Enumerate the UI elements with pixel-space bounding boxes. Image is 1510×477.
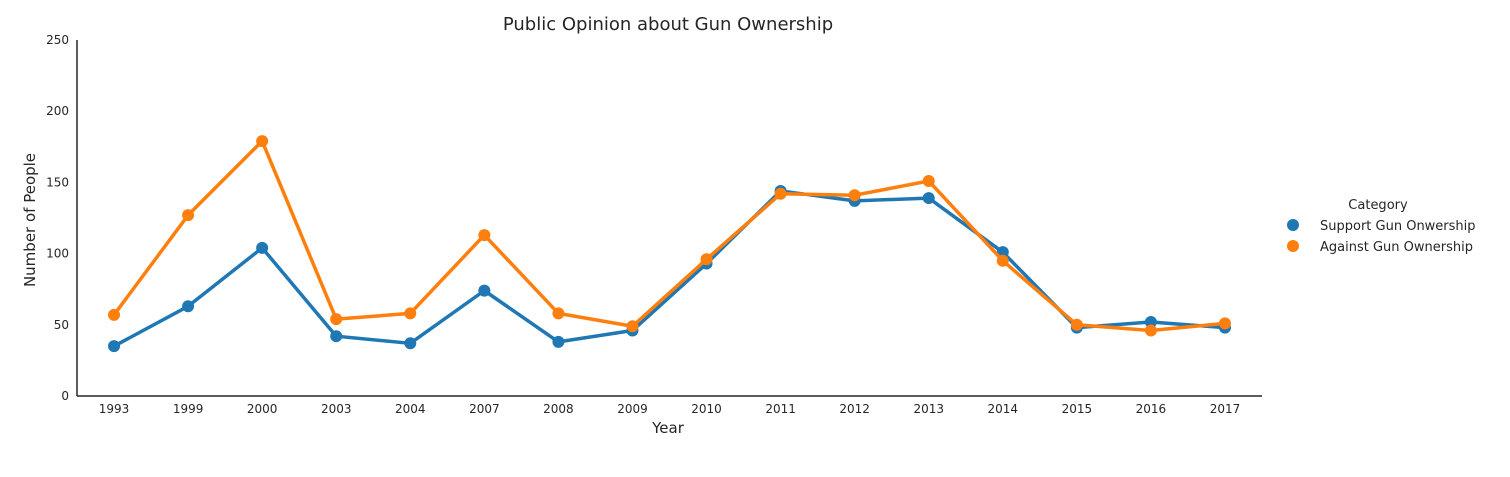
x-tick-label: 1993	[99, 402, 130, 416]
x-tick-label: 2010	[691, 402, 722, 416]
data-point	[848, 189, 861, 202]
data-point	[330, 313, 343, 326]
data-point	[922, 192, 935, 205]
legend: Category Support Gun Onwership Against Gu…	[1287, 198, 1476, 255]
data-point	[478, 284, 491, 297]
data-point	[478, 229, 491, 242]
y-axis-label: Number of People	[21, 153, 39, 287]
legend-marker	[1287, 219, 1299, 231]
x-tick-label: 2003	[321, 402, 352, 416]
y-tick-label: 200	[46, 104, 69, 118]
data-point	[1144, 324, 1157, 337]
chart-title: Public Opinion about Gun Ownership	[503, 14, 833, 35]
data-point	[182, 209, 195, 222]
x-tick-label: 2014	[988, 402, 1019, 416]
x-tick-label: 2016	[1136, 402, 1167, 416]
y-tick-label: 50	[54, 318, 69, 332]
x-tick-label: 2007	[469, 402, 500, 416]
x-axis-label: Year	[651, 419, 685, 437]
data-point	[1070, 318, 1083, 331]
x-tick-label: 2004	[395, 402, 426, 416]
y-tick-label: 100	[46, 247, 69, 261]
y-tick-label: 150	[46, 175, 69, 189]
data-point	[774, 187, 787, 200]
data-point	[182, 300, 195, 313]
data-point	[108, 340, 121, 353]
data-point	[330, 330, 343, 343]
x-tick-label: 2015	[1062, 402, 1093, 416]
data-point	[404, 337, 417, 350]
series-line	[113, 189, 1226, 348]
series-1	[108, 184, 1231, 353]
data-point	[552, 307, 565, 320]
data-point	[552, 335, 565, 348]
data-point	[256, 241, 269, 254]
data-point	[1144, 315, 1157, 328]
data-point	[626, 320, 639, 333]
legend-marker	[1287, 240, 1299, 252]
series-2	[108, 135, 1231, 337]
data-point	[108, 308, 121, 321]
data-point	[922, 174, 935, 187]
axes: 0 50 100 150 200 250 1993 1999 2000 2003 2004 2007 2…	[46, 33, 1262, 416]
data-point	[1218, 317, 1231, 330]
x-tick-label: 2017	[1210, 402, 1241, 416]
y-tick-label: 250	[46, 33, 69, 47]
data-point	[404, 307, 417, 320]
x-tick-label: 2008	[543, 402, 574, 416]
legend-label: Support Gun Onwership	[1320, 219, 1476, 234]
series-line	[112, 139, 1226, 333]
series-layer	[108, 135, 1231, 353]
x-tick-label: 2013	[913, 402, 944, 416]
x-tick-label: 1999	[173, 402, 204, 416]
x-tick-label: 2009	[617, 402, 648, 416]
x-tick-label: 2011	[765, 402, 796, 416]
x-tick-label: 2012	[839, 402, 870, 416]
legend-title: Category	[1348, 198, 1408, 213]
data-point	[256, 135, 269, 148]
data-point	[996, 254, 1009, 267]
data-point	[700, 253, 713, 266]
y-tick-label: 0	[61, 389, 69, 403]
x-tick-label: 2000	[247, 402, 278, 416]
legend-label: Against Gun Ownership	[1320, 240, 1473, 255]
